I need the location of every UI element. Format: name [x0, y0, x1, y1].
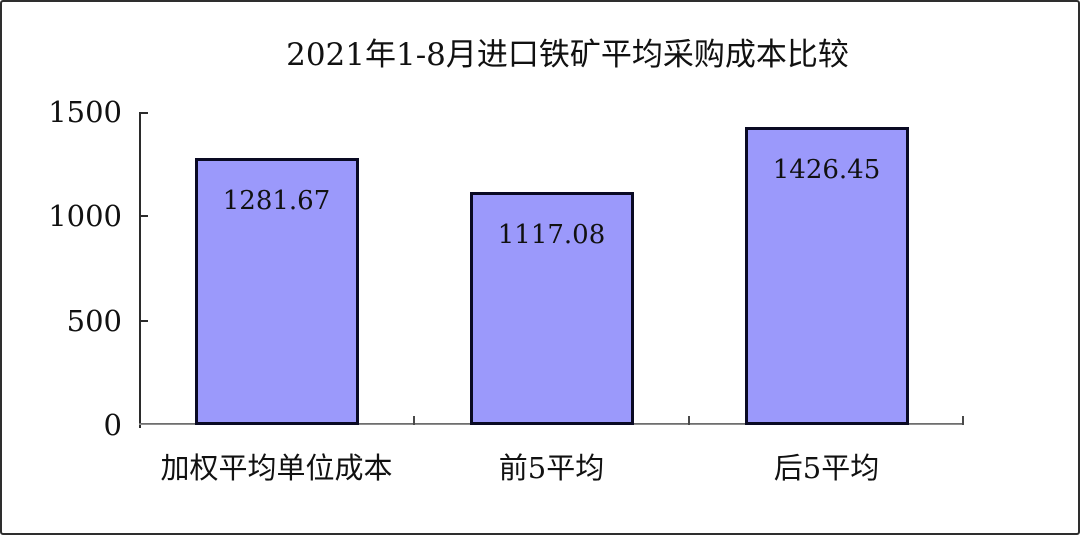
x-axis-tick	[413, 416, 415, 425]
bar-weighted-average-unit-cost: 1281.67	[194, 158, 359, 425]
x-axis-tick	[962, 416, 964, 425]
y-tick-label-500: 500	[66, 303, 122, 338]
y-axis-tick	[139, 112, 148, 114]
bar-value-label: 1281.67	[222, 186, 331, 216]
bar-value-label: 1117.08	[497, 220, 606, 250]
x-axis-tick	[688, 416, 690, 425]
plot-area: 0 500 1000 1500 1281.67 1117.08 1426.45 …	[48, 96, 964, 485]
bar-bottom5-average: 1426.45	[744, 127, 909, 425]
y-axis-tick	[139, 215, 148, 218]
chart-title: 2021年1-8月进口铁矿平均采购成本比较	[286, 37, 849, 73]
x-category-label-bottom5: 后5平均	[773, 451, 880, 485]
y-axis-tick	[139, 319, 148, 322]
x-category-label-top5: 前5平均	[498, 451, 605, 485]
y-axis-line	[139, 112, 141, 428]
bar-top5-average: 1117.08	[469, 192, 634, 425]
y-tick-label-0: 0	[103, 408, 122, 442]
y-tick-label-1500: 1500	[48, 95, 122, 129]
x-category-label-weighted-average: 加权平均单位成本	[160, 451, 393, 485]
bar-value-label: 1426.45	[772, 155, 881, 185]
y-tick-label-1000: 1000	[48, 199, 122, 234]
